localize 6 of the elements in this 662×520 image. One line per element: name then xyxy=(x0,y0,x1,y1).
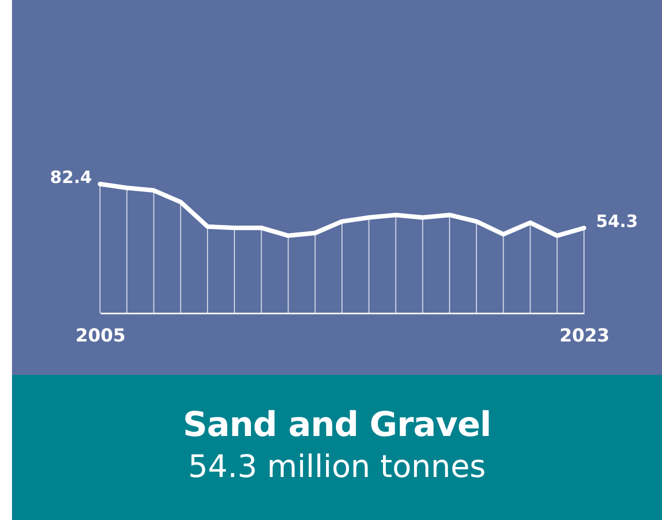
text: 54.3 million tonnes xyxy=(187,449,487,485)
data-label: 54.3 xyxy=(596,212,638,232)
x-tick-label: 2005 xyxy=(75,326,126,346)
x-tick-label: 2023 xyxy=(559,326,610,346)
data-label: 82.4 xyxy=(50,168,92,188)
text: Sand and Gravel xyxy=(182,404,492,445)
